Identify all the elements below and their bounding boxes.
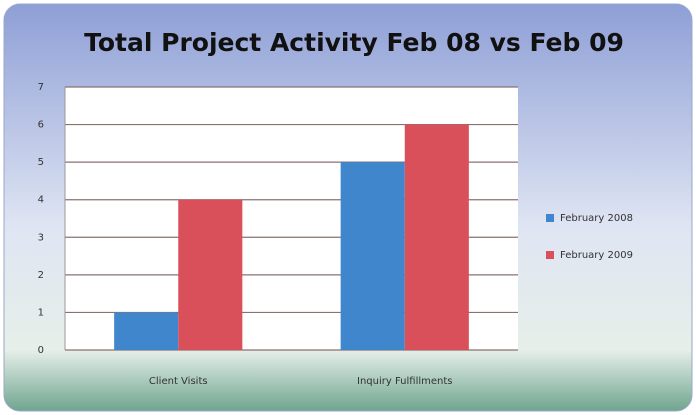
legend-swatch (546, 214, 554, 222)
y-tick-label: 3 (38, 232, 44, 243)
y-tick-label: 1 (38, 307, 44, 318)
bar (178, 199, 243, 350)
x-tick-label: Client Visits (149, 376, 208, 387)
y-tick-label: 0 (38, 345, 44, 356)
bar (340, 162, 405, 350)
y-tick-label: 4 (38, 195, 44, 206)
chart-title: Total Project Activity Feb 08 vs Feb 09 (84, 28, 624, 57)
legend-label: February 2009 (560, 250, 633, 261)
y-tick-label: 6 (38, 120, 44, 131)
y-tick-label: 7 (38, 82, 44, 93)
legend-label: February 2008 (560, 213, 633, 224)
y-tick-label: 2 (38, 270, 44, 281)
x-tick-label: Inquiry Fulfillments (357, 376, 453, 387)
legend-swatch (546, 251, 554, 259)
bar (114, 312, 179, 350)
bar (404, 124, 469, 350)
y-tick-label: 5 (38, 157, 44, 168)
